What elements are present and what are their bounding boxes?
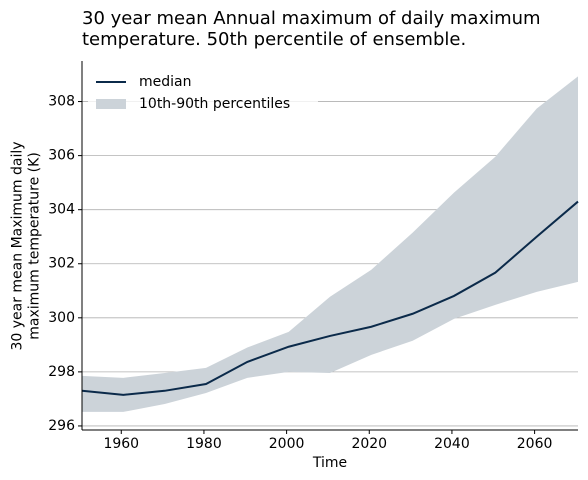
legend-box [88,67,318,119]
y-tick-label: 308 [48,94,75,110]
x-tick-label: 2020 [351,436,387,452]
y-tick-label: 296 [48,418,75,434]
y-tick-label: 298 [48,364,75,380]
legend-label: 10th-90th percentiles [139,96,290,112]
legend: median 10th-90th percentiles [88,67,318,119]
y-tick-label: 302 [48,256,75,272]
x-tick-label: 2000 [269,436,305,452]
chart-title: 30 year mean Annual maximum of daily max… [82,8,541,50]
band [82,76,578,412]
x-tick-label: 1980 [186,436,222,452]
legend-swatch [96,99,126,109]
x-tick-label: 1960 [103,436,139,452]
x-axis-label: Time [312,455,347,471]
y-tick-label: 300 [48,310,75,326]
x-tick-label: 2060 [517,436,553,452]
legend-label: median [139,74,191,90]
y-axis-label: 30 year mean Maximum dailymaximum temper… [10,141,43,350]
x-tick-label: 2040 [434,436,470,452]
y-tick-label: 304 [48,202,75,218]
line [81,200,579,396]
y-tick-label: 306 [48,148,75,164]
